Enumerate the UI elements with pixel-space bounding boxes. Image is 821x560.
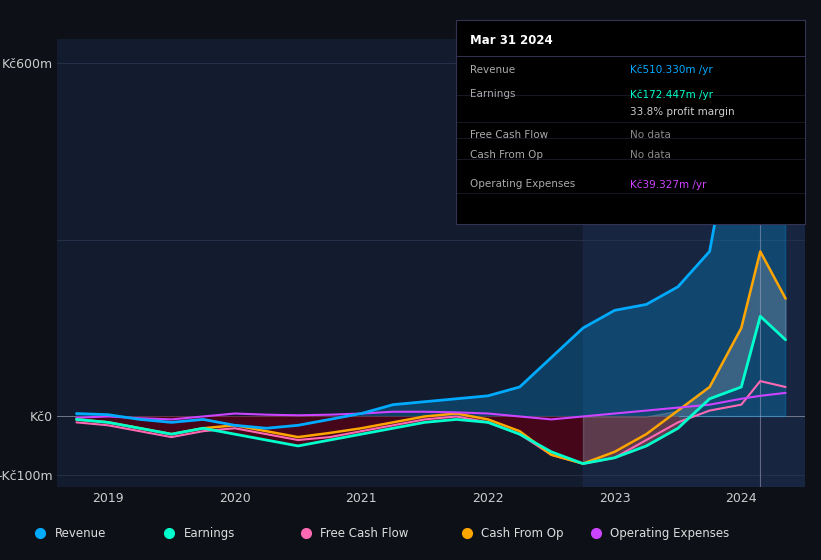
Text: 33.8% profit margin: 33.8% profit margin [631,108,735,118]
Text: Kč172.447m /yr: Kč172.447m /yr [631,89,713,100]
Text: Free Cash Flow: Free Cash Flow [470,130,548,140]
Text: Operating Expenses: Operating Expenses [470,179,575,189]
Text: Kč39.327m /yr: Kč39.327m /yr [631,179,707,189]
Text: Cash From Op: Cash From Op [481,527,564,540]
Text: Free Cash Flow: Free Cash Flow [320,527,409,540]
Text: Revenue: Revenue [55,527,106,540]
Text: Mar 31 2024: Mar 31 2024 [470,34,553,47]
Text: No data: No data [631,130,671,140]
Text: Operating Expenses: Operating Expenses [610,527,729,540]
Text: Revenue: Revenue [470,64,515,74]
Bar [583,39,805,487]
Text: Earnings: Earnings [184,527,235,540]
Text: Earnings: Earnings [470,89,515,99]
Text: Kč510.330m /yr: Kč510.330m /yr [631,64,713,75]
Text: Cash From Op: Cash From Op [470,151,543,160]
Text: No data: No data [631,151,671,160]
